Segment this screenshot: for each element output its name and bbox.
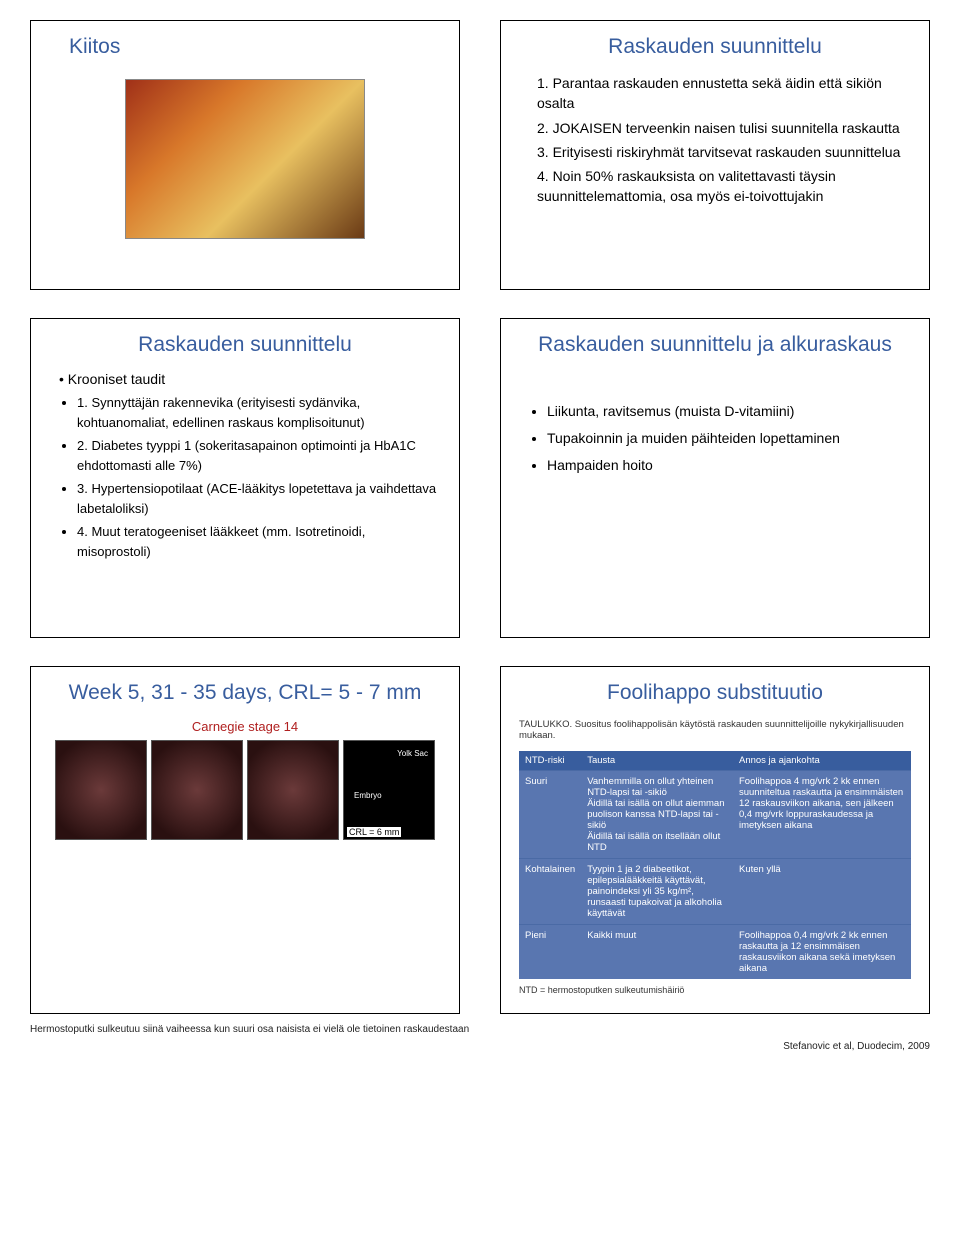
list-item: 4. Muut teratogeeniset lääkkeet (mm. Iso… [77, 522, 441, 561]
list-item: 4. Noin 50% raskauksista on valitettavas… [537, 166, 911, 207]
list-item: 3. Hypertensiopotilaat (ACE-lääkitys lop… [77, 479, 441, 518]
table-cell: Vanhemmilla on ollut yhteinen NTD-lapsi … [581, 771, 733, 859]
footer-note: Hermostoputki sulkeutuu siinä vaiheessa … [30, 1024, 930, 1035]
table-cell: Pieni [519, 925, 581, 980]
slide-title: Raskauden suunnittelu [519, 35, 911, 59]
carnegie-stage: Carnegie stage 14 [49, 719, 441, 734]
embryo-image [55, 740, 147, 840]
table-cell: Suuri [519, 771, 581, 859]
table-cell: Kuten yllä [733, 859, 911, 925]
slide-alkuraskaus: Raskauden suunnittelu ja alkuraskaus Lii… [500, 318, 930, 638]
embryo-image [247, 740, 339, 840]
slide-title: Raskauden suunnittelu ja alkuraskaus [519, 333, 911, 357]
col-header: Annos ja ajankohta [733, 751, 911, 771]
numbered-list: 1. Parantaa raskauden ennustetta sekä äi… [519, 73, 911, 207]
embryo-image [151, 740, 243, 840]
list-item: 1. Parantaa raskauden ennustetta sekä äi… [537, 73, 911, 114]
slide-title: Kiitos [69, 35, 441, 59]
yolk-sac-label: Yolk Sac [397, 749, 428, 758]
list-item: 1. Synnyttäjän rakennevika (erityisesti … [77, 393, 441, 432]
list-item: 3. Erityisesti riskiryhmät tarvitsevat r… [537, 142, 911, 162]
list-item: 2. Diabetes tyyppi 1 (sokeritasapainon o… [77, 436, 441, 475]
table-cell: Tyypin 1 ja 2 diabeetikot, epilepsialääk… [581, 859, 733, 925]
ultrasound-image: Yolk Sac Embryo CRL = 6 mm [343, 740, 435, 840]
table-caption: TAULUKKO. Suositus foolihappolisän käytö… [519, 719, 911, 741]
slide-foolihappo: Foolihappo substituutio TAULUKKO. Suosit… [500, 666, 930, 1014]
embryo-label: Embryo [354, 791, 382, 800]
slide-title: Week 5, 31 - 35 days, CRL= 5 - 7 mm [49, 681, 441, 705]
table-footnote: NTD = hermostoputken sulkeutumishäiriö [519, 985, 911, 995]
slide-week5: Week 5, 31 - 35 days, CRL= 5 - 7 mm Carn… [30, 666, 460, 1014]
numbered-list: 1. Synnyttäjän rakennevika (erityisesti … [49, 393, 441, 561]
list-item: Hampaiden hoito [547, 455, 911, 476]
krooniset-taudit-label: Krooniset taudit [49, 371, 441, 387]
col-header: NTD-riski [519, 751, 581, 771]
slide-title: Foolihappo substituutio [519, 681, 911, 705]
table-cell: Foolihappoa 4 mg/vrk 2 kk ennen suunnite… [733, 771, 911, 859]
slide-raskauden-suunnittelu-1: Raskauden suunnittelu 1. Parantaa raskau… [500, 20, 930, 290]
list-item: Tupakoinnin ja muiden päihteiden lopetta… [547, 428, 911, 449]
rowan-berries-photo [125, 79, 365, 239]
table-cell: Foolihappoa 0,4 mg/vrk 2 kk ennen raskau… [733, 925, 911, 980]
slide-kiitos: Kiitos [30, 20, 460, 290]
crl-label: CRL = 6 mm [347, 827, 401, 837]
slide-title: Raskauden suunnittelu [49, 333, 441, 357]
list-item: 2. JOKAISEN terveenkin naisen tulisi suu… [537, 118, 911, 138]
bullet-list: Liikunta, ravitsemus (muista D-vitamiini… [519, 401, 911, 476]
embryo-images-row: Yolk Sac Embryo CRL = 6 mm [49, 740, 441, 840]
table-cell: Kaikki muut [581, 925, 733, 980]
list-item: Liikunta, ravitsemus (muista D-vitamiini… [547, 401, 911, 422]
slide-raskauden-suunnittelu-2: Raskauden suunnittelu Krooniset taudit 1… [30, 318, 460, 638]
citation: Stefanovic et al, Duodecim, 2009 [30, 1041, 930, 1052]
table-cell: Kohtalainen [519, 859, 581, 925]
foolihappo-table: NTD-riski Tausta Annos ja ajankohta Suur… [519, 751, 911, 979]
col-header: Tausta [581, 751, 733, 771]
